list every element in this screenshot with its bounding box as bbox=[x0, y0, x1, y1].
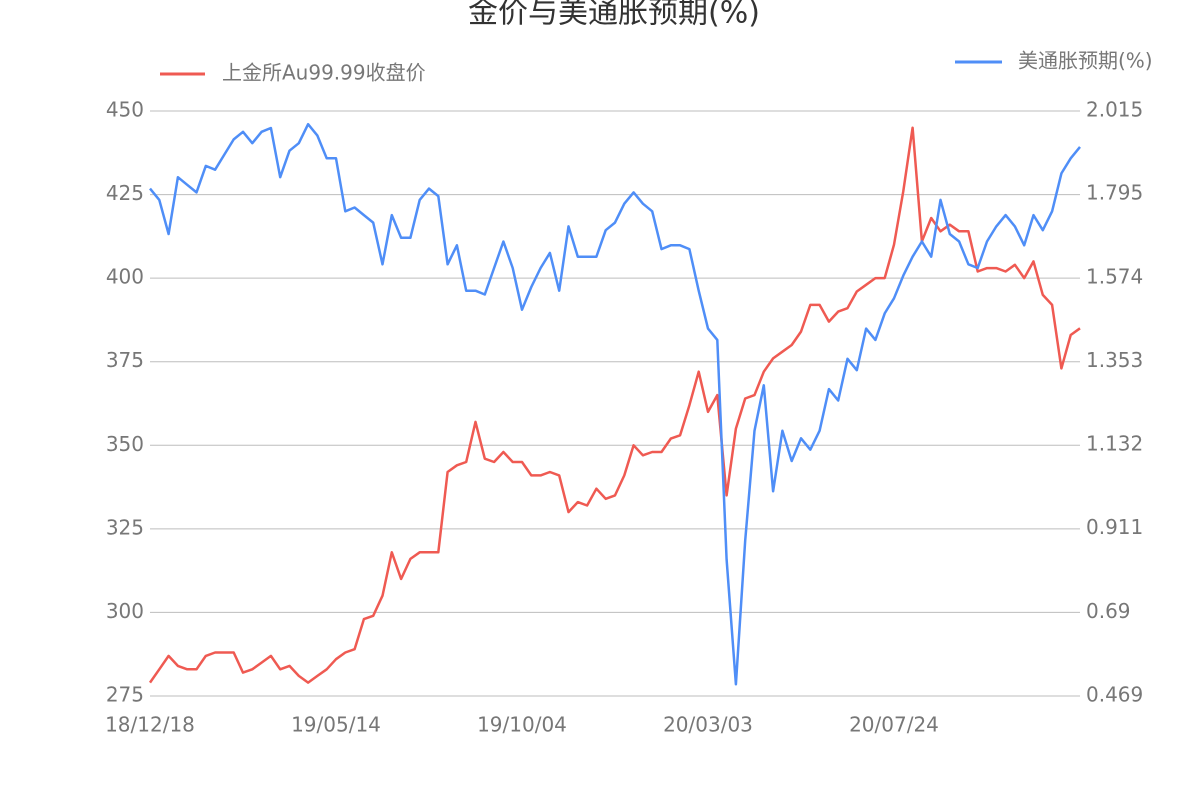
y-tick-label: 275 bbox=[106, 683, 144, 707]
y2-tick-label: 0.911 bbox=[1086, 515, 1143, 539]
x-tick-label: 19/05/14 bbox=[291, 713, 381, 737]
y2-tick-label: 1.353 bbox=[1086, 348, 1143, 372]
y2-tick-label: 1.132 bbox=[1086, 432, 1143, 456]
y2-tick-label: 2.015 bbox=[1086, 98, 1143, 122]
y2-tick-label: 0.69 bbox=[1086, 599, 1131, 623]
y2-tick-label: 0.469 bbox=[1086, 683, 1143, 707]
y-tick-label: 300 bbox=[106, 599, 144, 623]
y-tick-label: 425 bbox=[106, 181, 144, 205]
legend-label: 美通胀预期(%) bbox=[1018, 49, 1153, 73]
y2-tick-label: 1.574 bbox=[1086, 264, 1143, 288]
x-tick-label: 20/07/24 bbox=[849, 713, 939, 737]
data-line bbox=[148, 126, 1081, 684]
y-tick-label: 325 bbox=[106, 515, 144, 539]
chart-title: 金价与美通胀预期(%) bbox=[468, 0, 760, 31]
y-tick-label: 400 bbox=[106, 265, 144, 289]
y2-tick-label: 1.795 bbox=[1086, 181, 1143, 205]
y-tick-label: 450 bbox=[106, 98, 144, 122]
x-tick-label: 20/03/03 bbox=[663, 713, 753, 737]
y-tick-label: 350 bbox=[106, 432, 144, 456]
y-tick-label: 375 bbox=[106, 348, 144, 372]
legend-label: 上金所Au99.99收盘价 bbox=[222, 61, 426, 85]
x-tick-label: 18/12/18 bbox=[105, 713, 195, 737]
data-line bbox=[149, 122, 1081, 686]
x-tick-label: 19/10/04 bbox=[477, 713, 567, 737]
